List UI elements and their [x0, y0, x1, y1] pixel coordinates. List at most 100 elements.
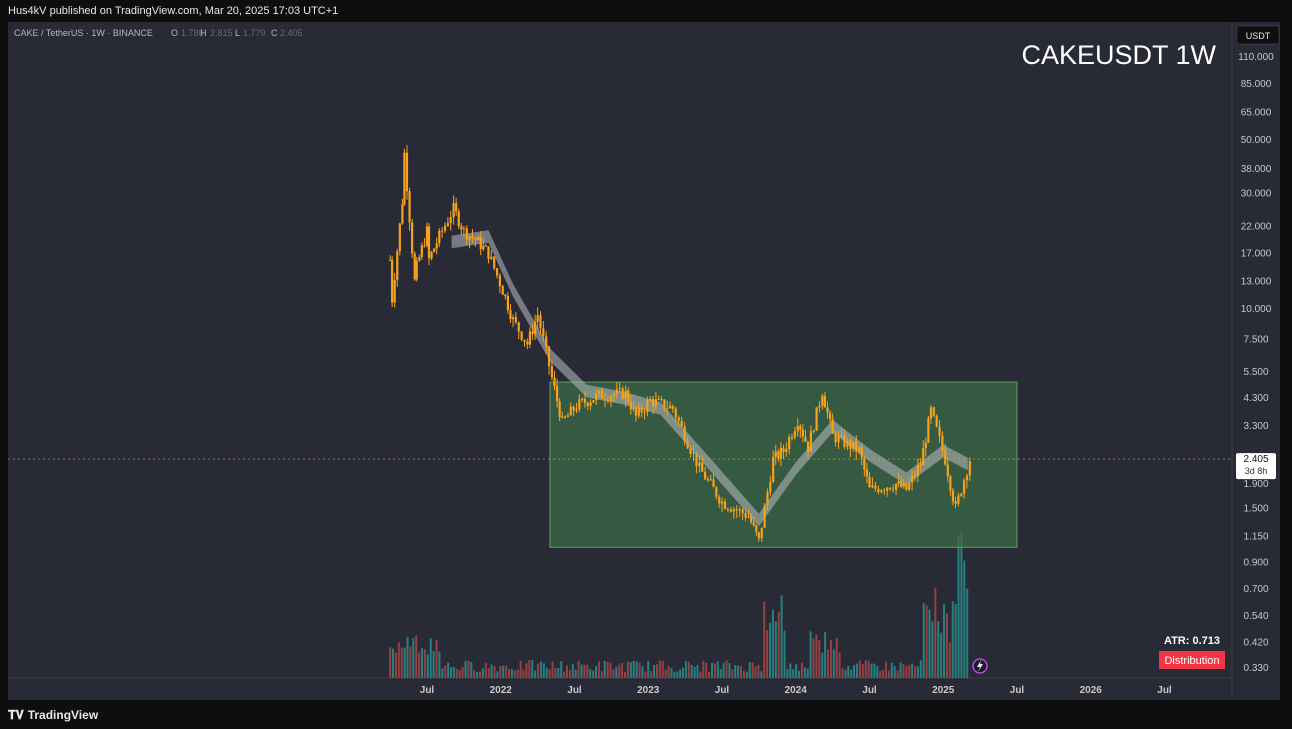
- candle-body: [812, 430, 815, 432]
- volume-bar: [876, 666, 879, 678]
- candle-body: [968, 460, 971, 476]
- candle-body: [509, 310, 512, 320]
- candle-body: [413, 253, 416, 280]
- candle-body: [479, 236, 482, 250]
- candle-body: [883, 490, 886, 492]
- candle-body: [465, 228, 468, 240]
- time-tick-label: 2026: [1080, 685, 1103, 696]
- candle-body: [618, 388, 621, 390]
- symbol-legend[interactable]: CAKE / TetherUS · 1W · BINANCE O 1.780 H…: [14, 28, 303, 38]
- price-axis-background: [1232, 22, 1280, 700]
- volume-bar: [609, 662, 612, 678]
- price-tick-label: 50.000: [1241, 135, 1272, 146]
- candle-body: [632, 407, 635, 410]
- volume-bar: [606, 662, 609, 678]
- candle-body: [954, 501, 957, 504]
- candle-body: [627, 390, 630, 402]
- candle-body: [946, 464, 949, 477]
- candle-body: [674, 408, 677, 418]
- volume-bar: [435, 639, 438, 678]
- volume-bar: [444, 665, 447, 678]
- candle-body: [763, 505, 766, 528]
- symbol-line: CAKE / TetherUS · 1W · BINANCE: [14, 28, 153, 38]
- volume-bar: [571, 664, 574, 678]
- candle-body: [457, 211, 460, 227]
- currency-badge[interactable]: [1236, 25, 1280, 45]
- time-tick-label: Jul: [420, 685, 435, 696]
- candle-body: [865, 469, 869, 477]
- candle-body: [506, 296, 509, 311]
- candle-body: [561, 416, 564, 418]
- candle-body: [957, 495, 960, 504]
- volume-bar: [966, 588, 969, 678]
- candle-body: [828, 412, 832, 420]
- candle-body: [597, 390, 601, 394]
- ohlc-open-value: 1.780: [181, 28, 204, 38]
- candle-body: [910, 475, 914, 483]
- volume-bar: [542, 663, 545, 678]
- volume-bar: [751, 662, 754, 678]
- volume-bar: [742, 670, 745, 678]
- candle-body: [788, 437, 791, 449]
- volume-bar: [789, 663, 792, 678]
- volume-bar: [870, 663, 873, 678]
- volume-bar: [847, 665, 850, 678]
- volume-bar: [586, 664, 589, 678]
- volume-bar: [447, 662, 450, 678]
- volume-bar: [421, 648, 424, 678]
- candle-body: [484, 245, 487, 247]
- candle-body: [460, 226, 463, 230]
- range-box[interactable]: [549, 381, 1018, 548]
- candle-body: [603, 398, 607, 400]
- candle-body: [415, 260, 418, 280]
- volume-bar: [600, 671, 603, 678]
- candle-body: [779, 447, 782, 459]
- volume-bar: [392, 648, 395, 678]
- price-axis[interactable]: 110.000 85.000 65.000 50.000 38.000 30.000 22.…: [1238, 52, 1274, 674]
- lightning-marker-icon[interactable]: [972, 658, 988, 674]
- volume-bar: [403, 647, 406, 678]
- volume-bar: [528, 660, 531, 678]
- chart-area[interactable]: 110.000 85.000 65.000 50.000 38.000 30.000 22.…: [8, 22, 1280, 700]
- candle-body: [651, 399, 655, 407]
- volume-bar: [812, 638, 815, 678]
- volume-bar: [655, 664, 658, 678]
- volume-bar: [612, 669, 615, 678]
- candle-body: [766, 492, 769, 506]
- candle-body: [420, 245, 423, 258]
- volume-bar: [499, 666, 502, 678]
- volume-bar: [902, 664, 905, 678]
- candle-body: [922, 448, 925, 466]
- candle-body: [944, 450, 947, 465]
- time-tick-label: Jul: [862, 685, 877, 696]
- candle-body: [493, 256, 496, 269]
- volume-bar: [476, 671, 479, 678]
- ema-band: [451, 230, 968, 527]
- volume-bar: [592, 670, 595, 678]
- volume-bar: [838, 652, 841, 678]
- volume-bar: [583, 664, 586, 678]
- volume-bar: [580, 664, 583, 678]
- volume-bar: [574, 669, 577, 678]
- price-tick-label: 5.500: [1243, 367, 1268, 378]
- candle-body: [396, 251, 399, 281]
- candle-body: [703, 471, 707, 480]
- candles: [389, 144, 971, 543]
- candle-body: [799, 426, 802, 430]
- candle-body: [391, 259, 394, 303]
- candle-body: [433, 248, 436, 252]
- tradingview-logo[interactable]: 𝐓𝐕 TradingView: [8, 708, 98, 723]
- candle-body: [757, 532, 760, 539]
- candle-body: [790, 437, 794, 439]
- volume-bar: [882, 669, 885, 678]
- candle-body: [889, 487, 892, 490]
- candle-body: [403, 152, 406, 205]
- volume-bar: [945, 613, 948, 678]
- bar-countdown: 3d 8h: [1245, 466, 1268, 476]
- candle-body: [735, 509, 738, 511]
- time-axis[interactable]: Jul 2022 Jul 2023 Jul 2024 Jul 2025 Jul 2026 Jul: [420, 685, 1172, 696]
- volume-bar: [487, 668, 490, 678]
- candle-body: [427, 226, 431, 259]
- last-price-value: 2.405: [1243, 454, 1268, 465]
- time-tick-label: 2022: [490, 685, 513, 696]
